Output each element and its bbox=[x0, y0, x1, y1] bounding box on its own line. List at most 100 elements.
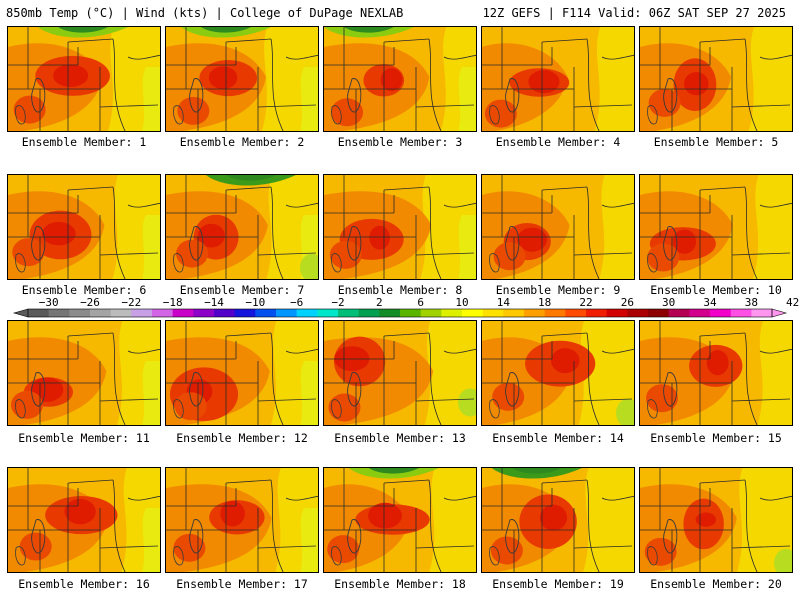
colorbar-tick-label: −14 bbox=[204, 296, 224, 309]
colorbar-left-arrow bbox=[12, 308, 29, 318]
colorbar-segment bbox=[668, 309, 690, 317]
temperature-field-map bbox=[166, 27, 318, 131]
temperature-field-map bbox=[166, 321, 318, 425]
colorbar-segment bbox=[193, 309, 215, 317]
temperature-field-map bbox=[640, 175, 792, 279]
colorbar-segment bbox=[751, 309, 773, 317]
ensemble-member-label: Ensemble Member: 1 bbox=[21, 135, 147, 149]
ensemble-map-panel bbox=[7, 174, 161, 280]
colorbar-segment bbox=[131, 309, 153, 317]
colorbar-right-arrow bbox=[771, 308, 788, 318]
colorbar-segment bbox=[152, 309, 174, 317]
colorbar-tick-label: 26 bbox=[621, 296, 634, 309]
temperature-field-map bbox=[482, 468, 634, 572]
colorbar-segment bbox=[358, 309, 380, 317]
colorbar-tick-label: 2 bbox=[376, 296, 383, 309]
colorbar-segment bbox=[544, 309, 566, 317]
colorbar-segment bbox=[214, 309, 236, 317]
ensemble-member-label: Ensemble Member: 11 bbox=[18, 431, 150, 445]
ensemble-map-panel bbox=[481, 320, 635, 426]
colorbar-segment bbox=[48, 309, 70, 317]
ensemble-map-panel bbox=[7, 320, 161, 426]
ensemble-map-panel bbox=[165, 320, 319, 426]
colorbar-segment bbox=[586, 309, 608, 317]
colorbar-segment bbox=[627, 309, 649, 317]
ensemble-map-panel bbox=[7, 467, 161, 573]
colorbar-segment bbox=[524, 309, 546, 317]
colorbar-segment bbox=[317, 309, 339, 317]
ensemble-member-label: Ensemble Member: 12 bbox=[176, 431, 308, 445]
ensemble-map-panel bbox=[481, 174, 635, 280]
ensemble-member-label: Ensemble Member: 16 bbox=[18, 577, 150, 591]
temperature-field-map bbox=[166, 468, 318, 572]
ensemble-map-panel bbox=[481, 26, 635, 132]
temperature-field-map bbox=[640, 468, 792, 572]
colorbar-segment bbox=[379, 309, 401, 317]
ensemble-member-label: Ensemble Member: 6 bbox=[21, 283, 147, 297]
ensemble-map-panel bbox=[639, 467, 793, 573]
colorbar-tick-label: 38 bbox=[745, 296, 758, 309]
colorbar-tick-label: −6 bbox=[290, 296, 303, 309]
ensemble-map-panel bbox=[323, 467, 477, 573]
colorbar-tick-label: 30 bbox=[662, 296, 675, 309]
colorbar-segment bbox=[69, 309, 91, 317]
colorbar-segment bbox=[730, 309, 752, 317]
ensemble-member-label: Ensemble Member: 14 bbox=[492, 431, 624, 445]
colorbar-segment bbox=[565, 309, 587, 317]
colorbar-segment bbox=[503, 309, 525, 317]
colorbar-tick-label: 14 bbox=[497, 296, 511, 309]
temperature-field-map bbox=[8, 175, 160, 279]
ensemble-member-label: Ensemble Member: 7 bbox=[179, 283, 305, 297]
ensemble-map-panel bbox=[639, 174, 793, 280]
colorbar-tick-label: 18 bbox=[538, 296, 551, 309]
temperature-field-map bbox=[8, 468, 160, 572]
temperature-colorbar: −30 −26 −22 −18 −14 −10 −6 −2 2 6 10 14 18 22 26 30 34 38… bbox=[12, 296, 799, 318]
ensemble-map-panel bbox=[165, 467, 319, 573]
colorbar-segment bbox=[234, 309, 256, 317]
temperature-field-map bbox=[8, 321, 160, 425]
temperature-field-map bbox=[640, 321, 792, 425]
colorbar-segment bbox=[689, 309, 711, 317]
colorbar-segment bbox=[110, 309, 132, 317]
temperature-field-map bbox=[324, 468, 476, 572]
colorbar-segment bbox=[462, 309, 484, 317]
colorbar-segment bbox=[482, 309, 504, 317]
ensemble-member-label: Ensemble Member: 5 bbox=[653, 135, 779, 149]
colorbar-segment bbox=[276, 309, 298, 317]
colorbar-tick-label: 10 bbox=[455, 296, 468, 309]
colorbar-tick-label: −10 bbox=[245, 296, 265, 309]
ensemble-map-panel bbox=[165, 174, 319, 280]
colorbar-segment bbox=[606, 309, 628, 317]
ensemble-map-panel bbox=[481, 467, 635, 573]
ensemble-member-label: Ensemble Member: 8 bbox=[337, 283, 463, 297]
colorbar-segment bbox=[441, 309, 463, 317]
colorbar-segment bbox=[420, 309, 442, 317]
colorbar-segment bbox=[296, 309, 318, 317]
ensemble-map-panel bbox=[639, 320, 793, 426]
temperature-field-map bbox=[324, 175, 476, 279]
temperature-field-map bbox=[324, 27, 476, 131]
colorbar-tick-label: 42 bbox=[786, 296, 799, 309]
temperature-field-map bbox=[166, 175, 318, 279]
temperature-field-map bbox=[8, 27, 160, 131]
colorbar-segment bbox=[338, 309, 360, 317]
ensemble-map-panel bbox=[165, 26, 319, 132]
ensemble-map-panel bbox=[323, 320, 477, 426]
colorbar-tick-label: 6 bbox=[417, 296, 424, 309]
ensemble-member-label: Ensemble Member: 2 bbox=[179, 135, 305, 149]
ensemble-map-panel bbox=[323, 26, 477, 132]
ensemble-member-label: Ensemble Member: 10 bbox=[650, 283, 782, 297]
header-title: 850mb Temp (°C) | Wind (kts) | College o… bbox=[6, 6, 404, 20]
colorbar-segment bbox=[255, 309, 277, 317]
colorbar-tick-label: 34 bbox=[703, 296, 717, 309]
colorbar-segment bbox=[648, 309, 670, 317]
colorbar-segment bbox=[710, 309, 732, 317]
temperature-field-map bbox=[640, 27, 792, 131]
colorbar-tick-label: −18 bbox=[163, 296, 183, 309]
colorbar-segment bbox=[28, 309, 50, 317]
ensemble-member-label: Ensemble Member: 4 bbox=[495, 135, 621, 149]
temperature-field-map bbox=[482, 175, 634, 279]
ensemble-member-label: Ensemble Member: 9 bbox=[495, 283, 621, 297]
ensemble-member-label: Ensemble Member: 15 bbox=[650, 431, 782, 445]
colorbar-segment bbox=[90, 309, 112, 317]
